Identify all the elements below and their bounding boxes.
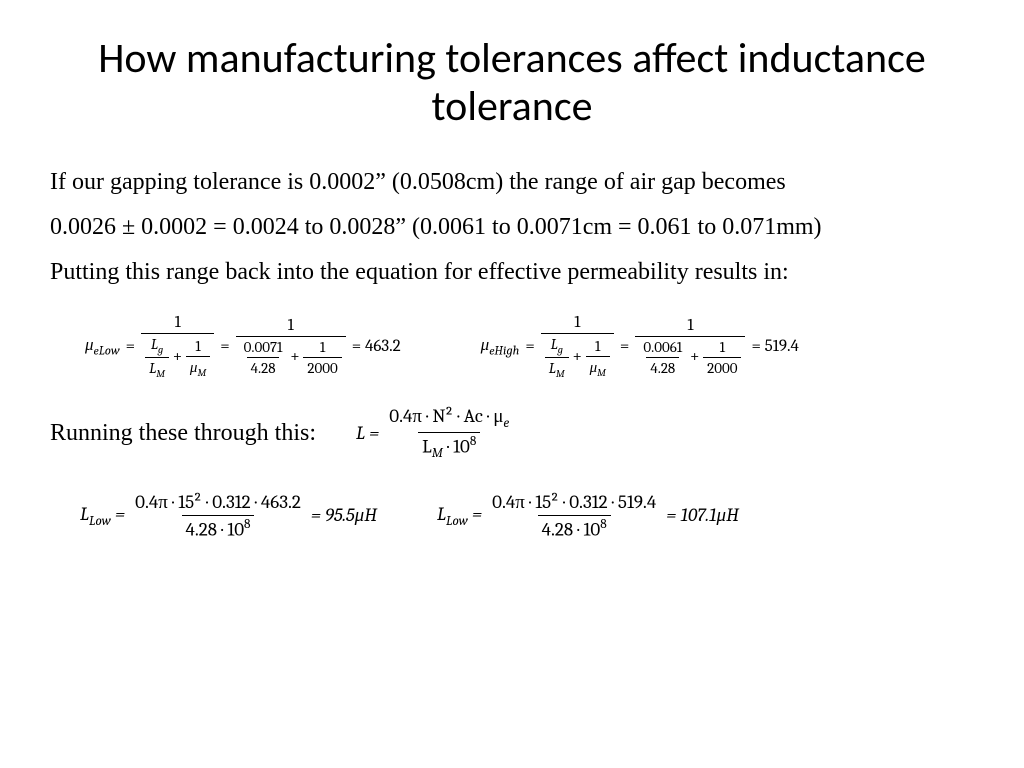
L-high-equation: LLow = 0.4π · 15² · 0.312 · 519.4 4.28 ·… <box>437 491 739 540</box>
mu-equations-row: μeLow = 1 Lg LM + 1 μM = 1 <box>85 313 974 380</box>
running-text: Running these through this: <box>50 418 316 449</box>
paragraph-2: 0.0026 ± 0.0002 = 0.0024 to 0.0028” (0.0… <box>50 212 974 243</box>
slide-title: How manufacturing tolerances affect indu… <box>50 35 974 132</box>
paragraph-1: If our gapping tolerance is 0.0002” (0.0… <box>50 167 974 198</box>
L-formula: L = 0.4π · N² · Ac · μe LM · 108 <box>356 405 513 461</box>
paragraph-3: Putting this range back into the equatio… <box>50 257 974 288</box>
L-results-row: LLow = 0.4π · 15² · 0.312 · 463.2 4.28 ·… <box>80 491 974 540</box>
mu-e-high-equation: μeHigh = 1 Lg LM + 1 μM = 1 <box>481 313 799 380</box>
L-low-equation: LLow = 0.4π · 15² · 0.312 · 463.2 4.28 ·… <box>80 491 377 540</box>
mu-e-low-equation: μeLow = 1 Lg LM + 1 μM = 1 <box>85 313 401 380</box>
